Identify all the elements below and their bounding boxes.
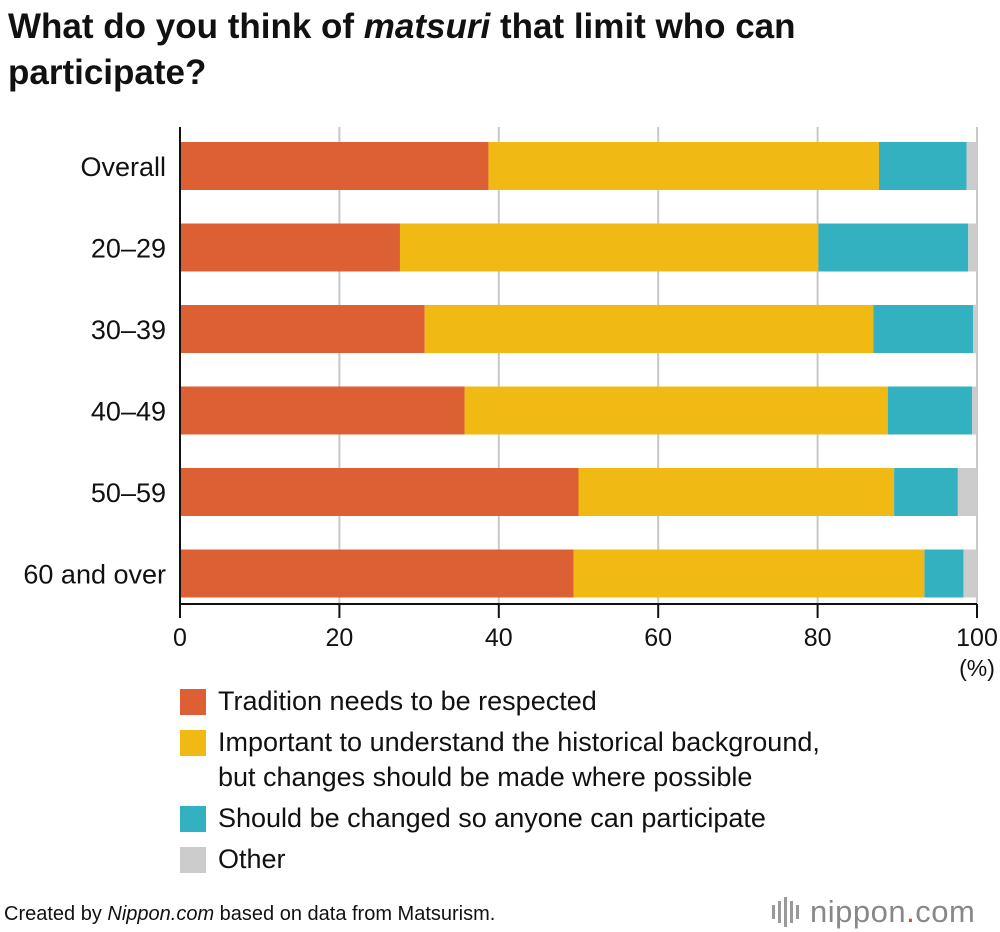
legend-label-line: Other xyxy=(218,844,286,874)
bar-segment-1-row-4 xyxy=(180,386,465,435)
x-tick-label: 0 xyxy=(173,624,187,652)
legend-label-line: Important to understand the historical b… xyxy=(218,727,820,757)
bar-segment-4-row-6 xyxy=(963,549,977,598)
bar-segment-3-row-6 xyxy=(924,549,964,598)
bar-segment-2-row-4 xyxy=(464,386,888,435)
category-label: 40–49 xyxy=(91,397,166,427)
legend-label: Tradition needs to be respected xyxy=(218,684,597,719)
bar-segment-2-row-2 xyxy=(399,223,819,272)
title-text-2: that limit who can participate? xyxy=(8,7,796,92)
legend: Tradition needs to be respected Important… xyxy=(180,684,820,883)
x-tick-label: 60 xyxy=(644,624,672,652)
bar-segment-1-row-1 xyxy=(180,142,489,190)
bar-segment-1-row-6 xyxy=(180,549,574,598)
category-label: Overall xyxy=(80,152,166,182)
bar-segment-3-row-1 xyxy=(878,142,967,190)
legend-swatch xyxy=(180,806,206,832)
title-emphasis: matsuri xyxy=(363,7,491,46)
logo-name: nippon xyxy=(810,894,907,929)
legend-item: Should be changed so anyone can particip… xyxy=(180,801,820,836)
category-label: 50–59 xyxy=(91,478,166,508)
legend-label-line: Should be changed so anyone can particip… xyxy=(218,803,766,833)
category-label: 30–39 xyxy=(91,315,166,345)
legend-label-line: Tradition needs to be respected xyxy=(218,686,597,716)
source-note: Created by Nippon.com based on data from… xyxy=(4,902,495,926)
bar-segment-1-row-5 xyxy=(180,468,579,516)
equalizer-bars-icon xyxy=(772,897,802,927)
bar-segment-4-row-5 xyxy=(957,468,977,516)
bar-segment-1-row-2 xyxy=(180,223,400,272)
bars xyxy=(180,142,977,598)
logo-tld: com xyxy=(915,894,976,929)
x-tick-label: 40 xyxy=(485,624,513,652)
bar-segment-4-row-2 xyxy=(968,223,977,272)
bar-segment-3-row-2 xyxy=(818,223,969,272)
nippon-logo: nippon.com xyxy=(772,892,975,932)
source-prefix: Created by xyxy=(4,903,108,925)
x-tick-label: 100 xyxy=(956,624,998,652)
legend-swatch xyxy=(180,730,206,756)
source-suffix: based on data from Matsurism. xyxy=(214,903,496,925)
bar-segment-2-row-3 xyxy=(424,305,874,353)
category-label: 60 and over xyxy=(23,560,166,590)
legend-swatch xyxy=(180,847,206,873)
x-tick-label: 80 xyxy=(804,624,832,652)
x-tick-label: 20 xyxy=(325,624,353,652)
bar-segment-1-row-3 xyxy=(180,305,425,353)
x-unit-label: (%) xyxy=(959,655,995,681)
bar-segment-3-row-5 xyxy=(894,468,958,516)
bar-segment-2-row-1 xyxy=(488,142,879,190)
legend-item: Other xyxy=(180,842,820,877)
bar-segment-2-row-5 xyxy=(578,468,895,516)
legend-item: Tradition needs to be respected xyxy=(180,684,820,719)
axes xyxy=(179,127,978,618)
legend-label: Important to understand the historical b… xyxy=(218,725,820,795)
bar-segment-2-row-6 xyxy=(573,549,925,598)
gridlines xyxy=(338,127,978,604)
bar-segment-3-row-4 xyxy=(887,386,973,435)
legend-swatch xyxy=(180,689,206,715)
bar-segment-4-row-4 xyxy=(972,386,977,435)
source-site: Nippon.com xyxy=(107,903,215,925)
legend-label-line: but changes should be made where possibl… xyxy=(218,762,753,792)
bar-segment-4-row-1 xyxy=(966,142,977,190)
chart-title: What do you think of matsuri that limit … xyxy=(8,4,988,96)
logo-dot: . xyxy=(906,894,916,929)
title-text-1: What do you think of xyxy=(8,7,364,46)
legend-label: Should be changed so anyone can particip… xyxy=(218,801,766,836)
stacked-bar-chart: Overall 20–29 30–39 40–49 50–59 60 and over 0 2… xyxy=(23,127,998,681)
category-label: 20–29 xyxy=(91,234,166,264)
bar-segment-4-row-3 xyxy=(973,305,977,353)
bar-segment-3-row-3 xyxy=(873,305,974,353)
logo-wordmark: nippon.com xyxy=(810,894,975,930)
legend-item: Important to understand the historical b… xyxy=(180,725,820,795)
labels: Overall 20–29 30–39 40–49 50–59 60 and over 0 2… xyxy=(23,152,997,681)
legend-label: Other xyxy=(218,842,286,877)
